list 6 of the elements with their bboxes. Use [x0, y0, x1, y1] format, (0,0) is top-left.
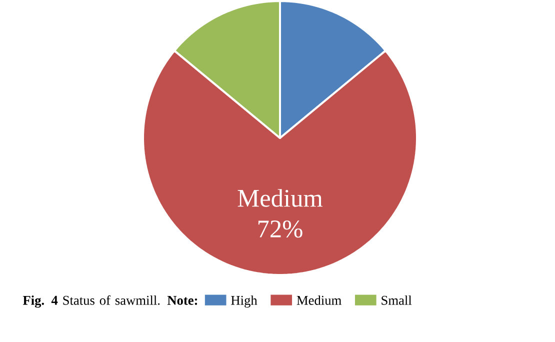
legend-label: Small — [382, 295, 412, 305]
slice-label: Medium — [238, 189, 323, 207]
data-label: 72% — [258, 220, 302, 238]
legend-label: Medium — [296, 295, 342, 305]
legend-label: High — [231, 295, 258, 308]
text: Fig. 4 Status of sawmill. Note: — [22, 295, 198, 308]
